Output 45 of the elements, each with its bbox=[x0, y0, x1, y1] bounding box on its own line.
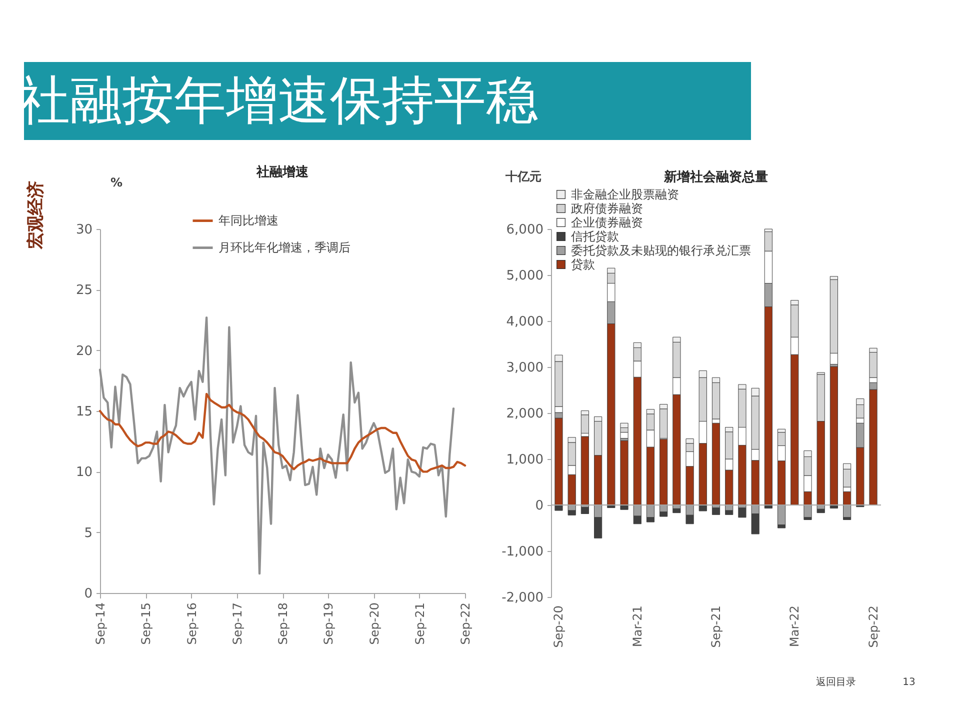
y-tick-label: 2,000 bbox=[506, 406, 544, 422]
y-tick-label: -2,000 bbox=[502, 590, 544, 606]
x-tick-label: Sep-21 bbox=[709, 606, 723, 648]
text: 13 bbox=[902, 677, 916, 688]
x-tick-label: Sep-22 bbox=[866, 606, 880, 648]
x-tick-label: Sep-15 bbox=[139, 602, 154, 645]
text: 返回目录 bbox=[816, 676, 856, 688]
legend-label: 企业债券融资 bbox=[571, 216, 643, 230]
legend-label: 委托贷款及未贴现的银行承兑汇票 bbox=[571, 244, 751, 258]
legend-label: 非金融企业股票融资 bbox=[571, 188, 679, 202]
x-tick-label: Sep-16 bbox=[184, 602, 199, 645]
x-tick-label: Sep-21 bbox=[412, 602, 427, 645]
y-tick-label: 5,000 bbox=[506, 268, 544, 284]
x-tick-label: Mar-22 bbox=[788, 606, 802, 647]
y-tick-label: 15 bbox=[76, 404, 92, 420]
x-tick-label: Mar-21 bbox=[630, 606, 644, 647]
legend-label: 贷款 bbox=[571, 258, 595, 272]
legend-label: 月环比年化增速，季调后 bbox=[218, 240, 350, 255]
y-tick-label: -1,000 bbox=[502, 544, 544, 560]
y-tick-label: 0 bbox=[84, 586, 92, 602]
legend-label: 信托贷款 bbox=[571, 230, 619, 244]
legend-label: 政府债券融资 bbox=[571, 202, 643, 216]
chart-title: 社融增速 bbox=[256, 164, 310, 180]
text: 宏观经济 bbox=[26, 181, 46, 250]
y-tick-label: 10 bbox=[76, 465, 92, 480]
y-axis-title: % bbox=[110, 176, 123, 190]
y-tick-label: 4,000 bbox=[506, 314, 544, 330]
y-tick-label: 0 bbox=[535, 498, 544, 514]
x-tick-label: Sep-14 bbox=[94, 602, 108, 645]
x-tick-label: Sep-19 bbox=[322, 602, 336, 645]
y-tick-label: 30 bbox=[76, 222, 92, 238]
y-tick-label: 20 bbox=[76, 344, 92, 359]
y-tick-label: 1,000 bbox=[506, 452, 544, 468]
x-tick-label: Sep-20 bbox=[552, 606, 566, 648]
x-tick-label: Sep-20 bbox=[367, 602, 382, 645]
y-axis-title: 十亿元 bbox=[504, 170, 542, 184]
chart-title: 新增社会融资总量 bbox=[663, 169, 768, 185]
x-tick-label: Sep-17 bbox=[230, 602, 244, 645]
y-tick-label: 6,000 bbox=[506, 222, 544, 238]
y-tick-label: 25 bbox=[76, 283, 92, 298]
x-tick-label: Sep-22 bbox=[458, 602, 472, 645]
x-tick-label: Sep-18 bbox=[276, 602, 290, 645]
legend-label: 年同比增速 bbox=[218, 214, 278, 228]
y-tick-label: 5 bbox=[84, 526, 92, 541]
y-tick-label: 3,000 bbox=[506, 360, 544, 376]
